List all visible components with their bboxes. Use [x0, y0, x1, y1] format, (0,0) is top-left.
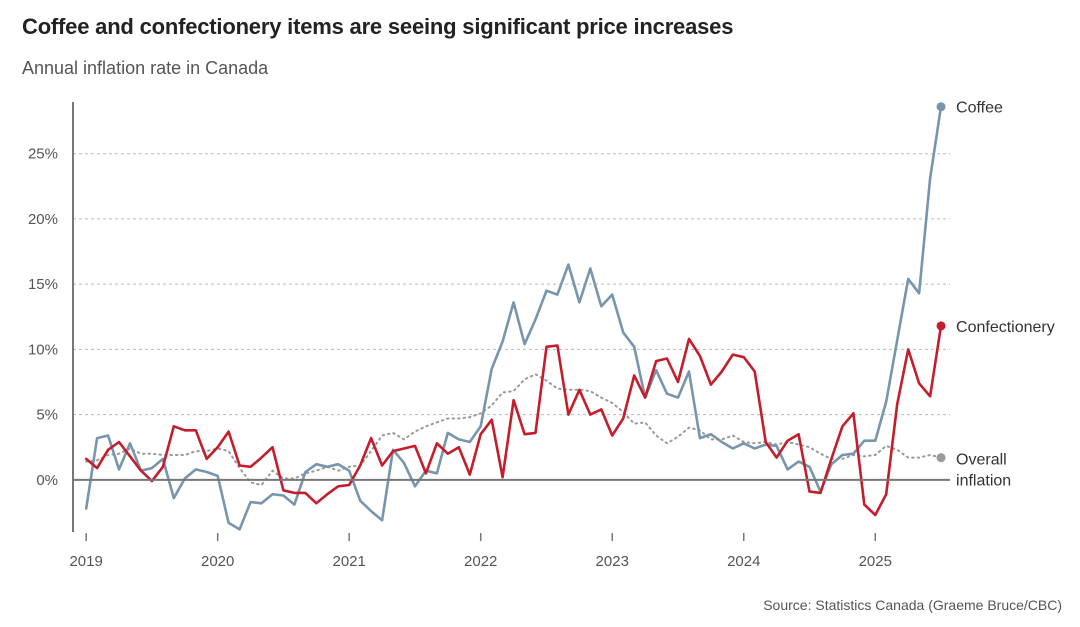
y-tick-label: 0% — [36, 472, 58, 489]
overall-inflation-label: inflation — [956, 473, 1011, 490]
y-tick-label: 25% — [28, 146, 58, 163]
confectionery-label: Confectionery — [956, 319, 1055, 336]
confectionery-end-marker — [936, 321, 946, 331]
coffee-label: Coffee — [956, 100, 1003, 117]
x-tick-label: 2023 — [596, 553, 629, 570]
y-tick-label: 20% — [28, 211, 58, 228]
overall-inflation-end-marker — [936, 453, 946, 463]
gridlines — [73, 153, 950, 416]
series-labels: Overall inflation Coffee Confectionery — [936, 100, 1055, 490]
line-chart: 0% 5% 10% 15% 20% 25% 2019 2020 2021 2022 2023 2024… — [28, 100, 1055, 570]
coffee-end-marker — [936, 102, 946, 112]
coffee-line — [84, 105, 943, 531]
y-tick-label: 15% — [28, 276, 58, 293]
overall-inflation-label: Overall — [956, 452, 1007, 469]
x-tick-label: 2019 — [69, 553, 102, 570]
confectionery-line — [84, 324, 943, 517]
chart-title: Coffee and confectionery items are seein… — [22, 14, 734, 39]
axes: 0% 5% 10% 15% 20% 25% 2019 2020 2021 2022 2023 2024… — [28, 102, 950, 570]
x-tick-label: 2024 — [727, 553, 760, 570]
y-tick-label: 10% — [28, 341, 58, 358]
x-tick-label: 2022 — [464, 553, 497, 570]
x-tick-label: 2021 — [333, 553, 366, 570]
y-tick-label: 5% — [36, 407, 58, 424]
x-tick-label: 2025 — [859, 553, 892, 570]
overall-inflation-line — [85, 373, 942, 486]
series-lines — [84, 105, 943, 531]
chart-subtitle: Annual inflation rate in Canada — [22, 58, 269, 78]
source-note: Source: Statistics Canada (Graeme Bruce/… — [763, 597, 1062, 613]
x-tick-label: 2020 — [201, 553, 234, 570]
